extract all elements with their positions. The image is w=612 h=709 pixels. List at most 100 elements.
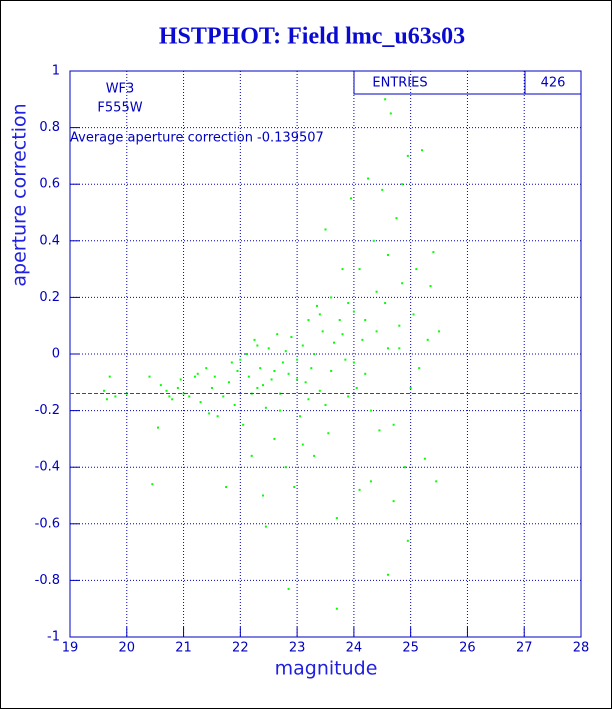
point bbox=[296, 358, 299, 361]
point bbox=[409, 386, 412, 389]
point bbox=[369, 480, 372, 483]
point bbox=[262, 494, 265, 497]
x-axis-title: magnitude bbox=[275, 658, 378, 680]
point bbox=[386, 253, 389, 256]
point bbox=[108, 375, 111, 378]
stats-label: ENTRIES bbox=[372, 76, 427, 91]
point bbox=[392, 500, 395, 503]
point bbox=[239, 358, 242, 361]
y-tick-label: 0.6 bbox=[39, 177, 60, 192]
point bbox=[176, 386, 179, 389]
point bbox=[296, 378, 299, 381]
point bbox=[114, 395, 117, 398]
x-tick-label: 25 bbox=[402, 641, 419, 656]
point bbox=[293, 486, 296, 489]
point bbox=[358, 488, 361, 491]
point bbox=[423, 457, 426, 460]
point bbox=[270, 378, 273, 381]
point bbox=[384, 302, 387, 305]
point bbox=[347, 302, 350, 305]
point bbox=[242, 423, 245, 426]
point bbox=[208, 412, 211, 415]
point bbox=[361, 338, 364, 341]
point bbox=[148, 375, 151, 378]
y-tick-label: 1 bbox=[52, 64, 60, 79]
point bbox=[375, 330, 378, 333]
point bbox=[333, 341, 336, 344]
point bbox=[347, 395, 350, 398]
point bbox=[352, 310, 355, 313]
point bbox=[392, 423, 395, 426]
point bbox=[352, 361, 355, 364]
point bbox=[341, 268, 344, 271]
point bbox=[384, 98, 387, 101]
point bbox=[367, 177, 370, 180]
point bbox=[165, 389, 168, 392]
y-tick-label: -1 bbox=[47, 630, 60, 645]
point bbox=[318, 389, 321, 392]
y-tick-label: -0.8 bbox=[35, 573, 60, 588]
point bbox=[264, 406, 267, 409]
point bbox=[290, 336, 293, 339]
y-tick-label: -0.4 bbox=[35, 460, 60, 475]
point bbox=[151, 483, 154, 486]
x-tick-label: 26 bbox=[459, 641, 476, 656]
point bbox=[157, 426, 160, 429]
point bbox=[310, 367, 313, 370]
x-tick-label: 28 bbox=[573, 641, 590, 656]
point bbox=[307, 319, 310, 322]
point bbox=[426, 338, 429, 341]
point bbox=[335, 607, 338, 610]
point bbox=[301, 443, 304, 446]
point bbox=[210, 386, 213, 389]
point bbox=[267, 347, 270, 350]
point bbox=[188, 395, 191, 398]
point bbox=[250, 454, 253, 457]
point bbox=[327, 432, 330, 435]
point bbox=[216, 415, 219, 418]
point bbox=[338, 319, 341, 322]
point bbox=[171, 398, 174, 401]
point bbox=[213, 375, 216, 378]
x-tick-label: 22 bbox=[232, 641, 249, 656]
point bbox=[315, 304, 318, 307]
point bbox=[438, 330, 441, 333]
point bbox=[389, 112, 392, 115]
point bbox=[182, 392, 185, 395]
point bbox=[284, 350, 287, 353]
point bbox=[281, 361, 284, 364]
point bbox=[369, 409, 372, 412]
point bbox=[372, 239, 375, 242]
point bbox=[236, 369, 239, 372]
point bbox=[279, 409, 282, 412]
camera-label: WF3 bbox=[106, 82, 135, 97]
point bbox=[355, 386, 358, 389]
point bbox=[307, 398, 310, 401]
point bbox=[435, 480, 438, 483]
point bbox=[301, 344, 304, 347]
point bbox=[199, 401, 202, 404]
x-tick-label: 19 bbox=[62, 641, 79, 656]
point bbox=[364, 372, 367, 375]
point bbox=[233, 403, 236, 406]
point bbox=[350, 197, 353, 200]
average-label: Average aperture correction -0.139507 bbox=[70, 131, 324, 146]
point bbox=[179, 378, 182, 381]
x-tick-label: 24 bbox=[346, 641, 363, 656]
point bbox=[168, 395, 171, 398]
point bbox=[256, 344, 259, 347]
point bbox=[398, 324, 401, 327]
point bbox=[375, 290, 378, 293]
point bbox=[415, 268, 418, 271]
point bbox=[398, 347, 401, 350]
point bbox=[230, 361, 233, 364]
point bbox=[259, 367, 262, 370]
point bbox=[273, 369, 276, 372]
point bbox=[406, 539, 409, 542]
point bbox=[324, 228, 327, 231]
point bbox=[205, 367, 208, 370]
point bbox=[103, 389, 106, 392]
point bbox=[330, 296, 333, 299]
